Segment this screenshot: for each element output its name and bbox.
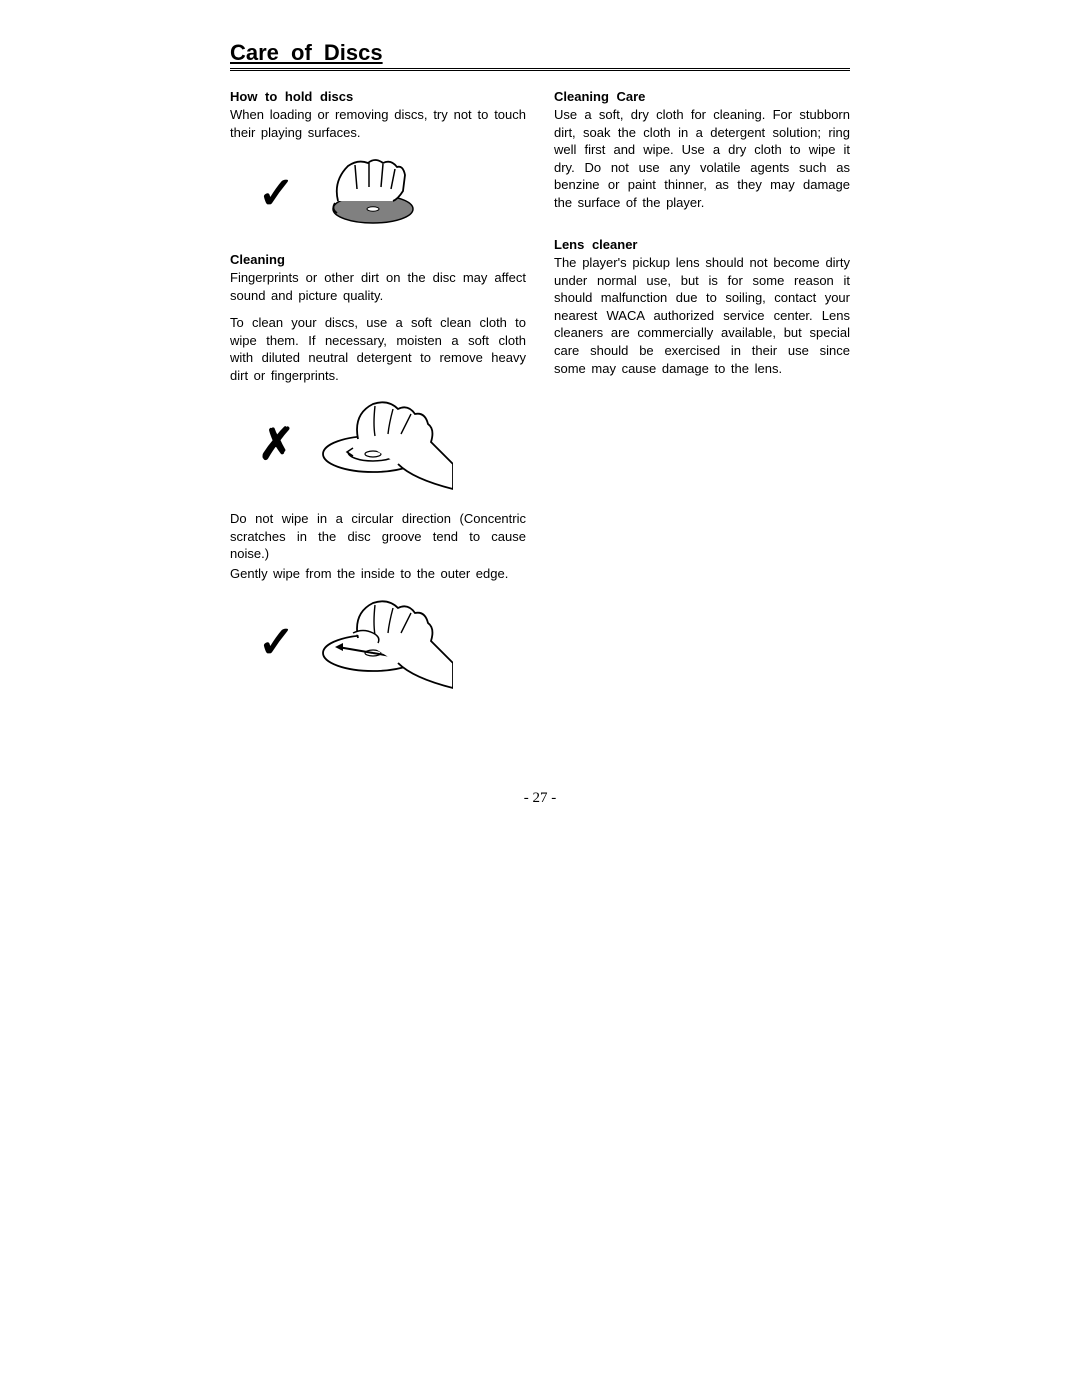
body-how-to-hold: When loading or removing discs, try not … <box>230 106 526 141</box>
hand-holding-disc-icon <box>303 151 433 236</box>
body-lens-cleaner: The player's pickup lens should not beco… <box>554 254 850 377</box>
page-title: Care of Discs <box>230 40 850 71</box>
content-columns: How to hold discs When loading or removi… <box>230 89 850 709</box>
illustration-circular-wipe: ✗ <box>258 394 526 494</box>
check-icon: ✓ <box>258 617 295 668</box>
check-icon: ✓ <box>258 168 295 219</box>
page-number: - 27 - <box>0 790 1080 807</box>
body-cleaning-2: To clean your discs, use a soft clean cl… <box>230 314 526 384</box>
hand-circular-wipe-icon <box>303 394 453 494</box>
body-cleaning-3: Do not wipe in a circular direction (Con… <box>230 510 526 563</box>
body-cleaning-1: Fingerprints or other dirt on the disc m… <box>230 269 526 304</box>
illustration-radial-wipe: ✓ <box>258 593 526 693</box>
heading-cleaning: Cleaning <box>230 252 526 267</box>
right-column: Cleaning Care Use a soft, dry cloth for … <box>554 89 850 709</box>
heading-cleaning-care: Cleaning Care <box>554 89 850 104</box>
heading-lens-cleaner: Lens cleaner <box>554 237 850 252</box>
body-cleaning-4: Gently wipe from the inside to the outer… <box>230 565 526 583</box>
illustration-hold-disc: ✓ <box>258 151 526 236</box>
body-cleaning-care: Use a soft, dry cloth for cleaning. For … <box>554 106 850 211</box>
hand-radial-wipe-icon <box>303 593 453 693</box>
page: Care of Discs How to hold discs When loa… <box>0 0 1080 709</box>
left-column: How to hold discs When loading or removi… <box>230 89 526 709</box>
cross-icon: ✗ <box>258 419 295 470</box>
heading-how-to-hold: How to hold discs <box>230 89 526 104</box>
